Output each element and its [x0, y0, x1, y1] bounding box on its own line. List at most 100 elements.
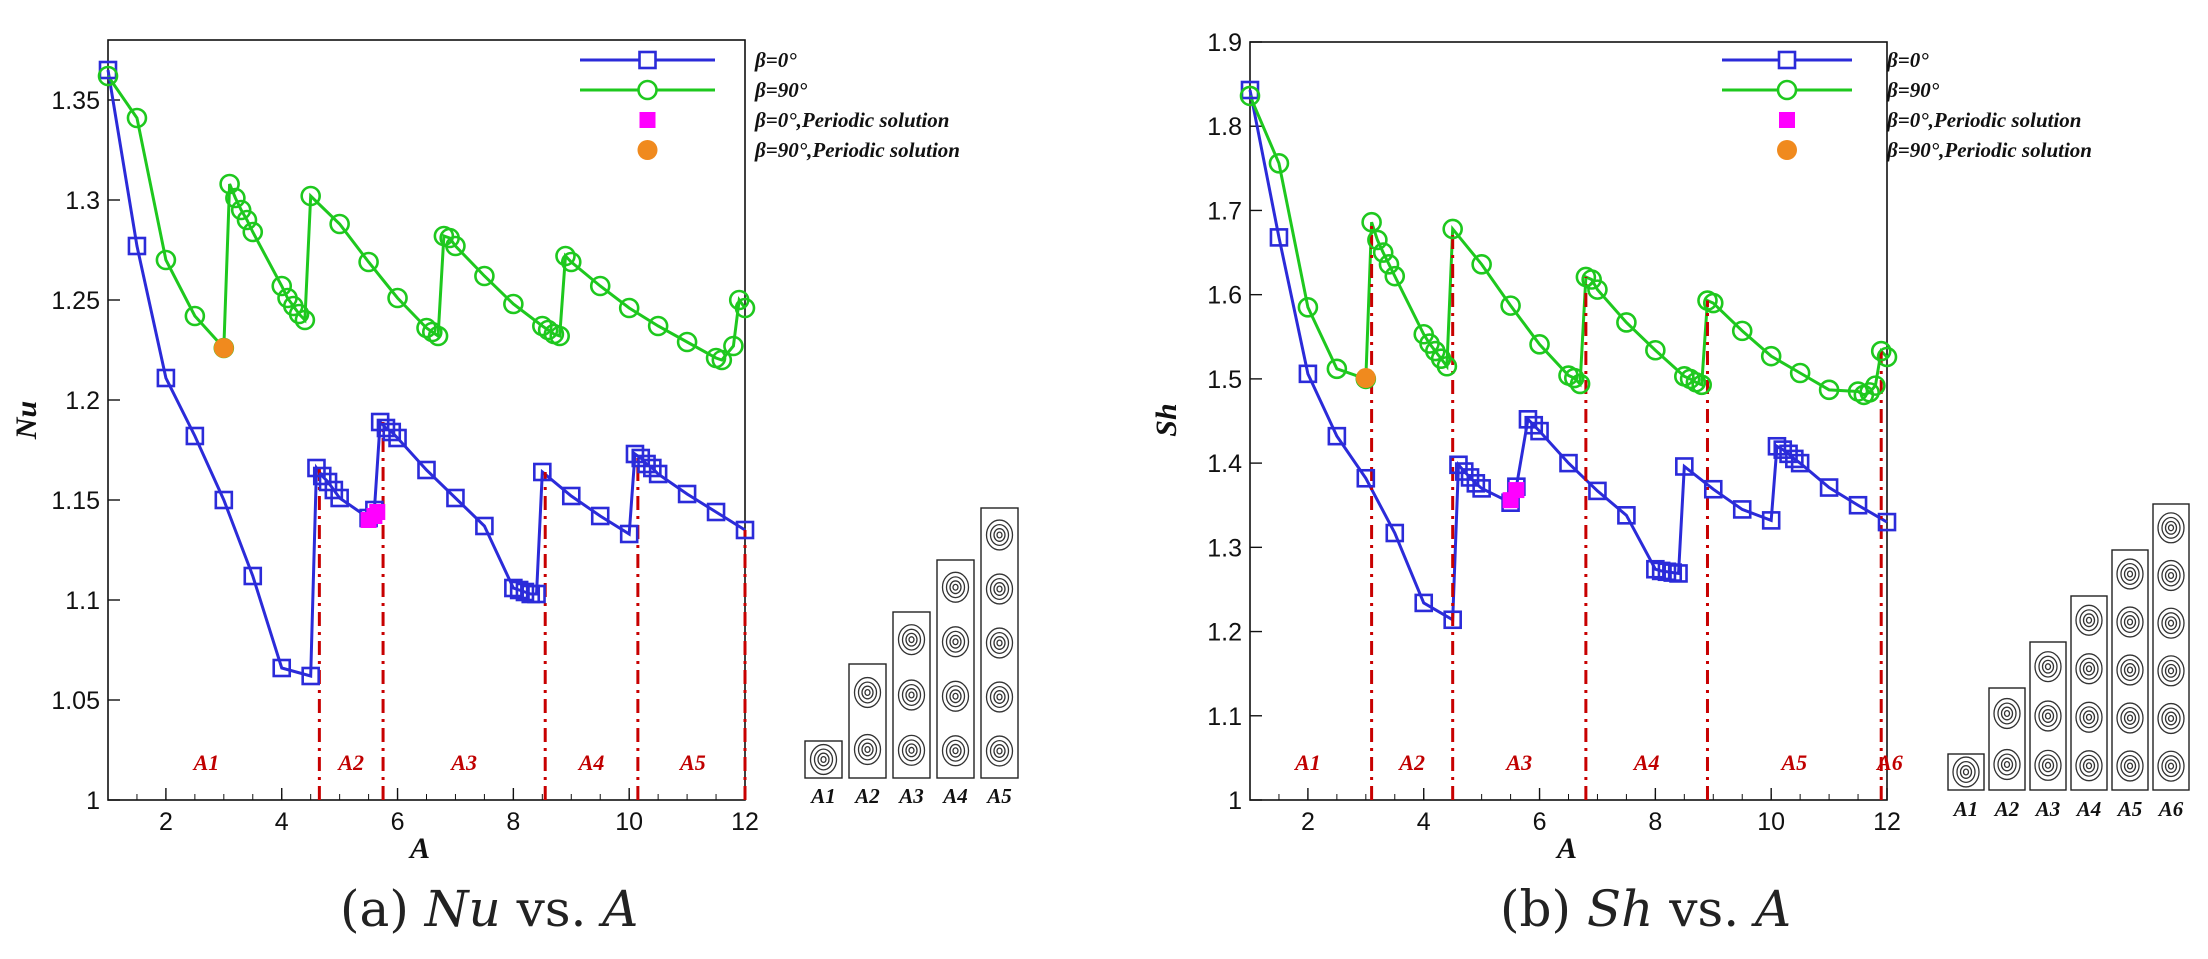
cell-box-a4 — [936, 559, 975, 779]
y-tick-label: 1.4 — [1207, 450, 1242, 478]
data-point-beta90 — [1500, 295, 1521, 316]
vortex-contour — [853, 733, 882, 766]
x-tick-label: 10 — [615, 808, 643, 836]
data-point-beta0 — [312, 466, 332, 486]
cell-label-a4: A4 — [941, 784, 968, 808]
data-point-beta0 — [1298, 364, 1318, 384]
vortex-contour — [2164, 568, 2178, 583]
data-point-beta90 — [126, 107, 148, 129]
data-point-beta90 — [1865, 375, 1886, 396]
vortex-contour — [993, 636, 1006, 650]
caption-a-var2: A — [602, 880, 639, 938]
data-point-beta0 — [643, 458, 662, 478]
vortex-contour — [2000, 706, 2014, 721]
data-point-beta90 — [1471, 254, 1492, 275]
cell-box-a5 — [2111, 549, 2149, 791]
vortex-contour — [949, 689, 962, 704]
vortex-contour — [989, 524, 1010, 547]
vortex-contour — [2161, 612, 2181, 635]
vortex-contour — [2000, 757, 2014, 772]
vortex-contour — [2038, 705, 2058, 728]
data-point-beta90 — [294, 309, 316, 331]
vortex-contour — [2116, 750, 2144, 782]
data-point-beta0 — [1819, 478, 1839, 497]
cell-box-a4 — [2070, 595, 2108, 791]
vortex-contour — [2044, 663, 2052, 671]
data-point-beta90 — [1870, 340, 1892, 362]
x-tick-label: 12 — [1873, 808, 1901, 836]
vortex-contour — [905, 743, 918, 758]
cell-label-a3: A3 — [2034, 797, 2061, 821]
data-point-beta90 — [236, 209, 258, 231]
vortex-contour — [989, 632, 1010, 655]
vortex-contour — [2161, 755, 2181, 778]
vortex-contour — [985, 573, 1014, 605]
vortex-contour — [989, 578, 1010, 601]
chart-nu-vs-a: 2 4 6 8 10 12 1 1.05 1.1 1.15 1.2 1.25 1.3 1.35 A Nu A1 A… — [10, 39, 1019, 865]
data-point-beta0 — [1460, 468, 1480, 487]
vortex-contour — [1959, 765, 1973, 779]
x-tick-label: 6 — [391, 808, 405, 836]
y-tick-label: 1.9 — [1207, 29, 1242, 57]
vortex-contour — [945, 576, 966, 599]
vortex-contour — [1993, 748, 2021, 781]
chart-sh-vs-a: 2 4 6 8 10 12 1 1.1 1.2 1.3 1.4 1.5 1.6 1.7 1.8 1.9 A Sh A… — [1150, 29, 2190, 865]
legend-label-0: β=0° — [1886, 48, 1929, 72]
vortex-contour — [2044, 761, 2052, 769]
vortex-contour — [993, 744, 1006, 758]
legend-label-3: β=90°,Periodic solution — [1886, 138, 2092, 162]
vortex-contour — [2126, 666, 2134, 674]
legend-label-0: β=0° — [754, 48, 797, 72]
vortex-contour — [2120, 563, 2140, 586]
vortex-contour — [985, 627, 1014, 659]
legend-marker-2 — [1779, 112, 1795, 128]
caption-b-mid: vs. — [1653, 880, 1755, 938]
y-tick-label: 1.25 — [51, 287, 100, 315]
data-point-beta90 — [537, 319, 559, 341]
vortex-contour — [2120, 659, 2140, 682]
vortex-contour — [2157, 702, 2185, 735]
region-label-a1: A1 — [1293, 750, 1321, 775]
vortex-contour — [985, 735, 1014, 767]
vortex-contour — [901, 739, 922, 762]
caption-a-var: Nu — [424, 880, 501, 938]
vortex-contour — [996, 585, 1003, 593]
caption-a-mid: vs. — [500, 880, 603, 938]
caption-b-var2: A — [1754, 880, 1792, 938]
vortex-contour — [897, 624, 926, 656]
data-point-beta0 — [637, 454, 656, 474]
vortex-contour — [952, 583, 959, 591]
data-point-beta0 — [1646, 559, 1665, 579]
data-point-beta90 — [676, 331, 698, 353]
data-point-beta0 — [1703, 479, 1723, 499]
data-point-beta90 — [184, 305, 206, 327]
vortex-contour — [2075, 701, 2103, 733]
data-point-beta0 — [1785, 449, 1804, 469]
data-point-beta0 — [214, 490, 234, 510]
vortex-contour — [2164, 616, 2178, 631]
vortex-contour — [2123, 711, 2137, 725]
caption-b-var: Sh — [1586, 880, 1654, 938]
vortex-contour — [809, 743, 838, 776]
data-point-beta0 — [388, 428, 407, 448]
y-axis-label: Sh — [1150, 403, 1183, 436]
data-point-beta0 — [475, 516, 494, 536]
data-point-beta90 — [1702, 292, 1724, 314]
vortex-contour — [1997, 702, 2017, 725]
vortex-contour — [941, 626, 970, 658]
y-tick-label: 1.35 — [51, 87, 100, 115]
data-point-beta90 — [1616, 312, 1637, 333]
vortex-contour — [996, 531, 1003, 539]
vortex-contour — [2116, 606, 2144, 638]
vortex-contour — [952, 692, 959, 700]
series-line-1 — [1248, 95, 1889, 397]
y-tick-label: 1 — [1228, 787, 1242, 815]
legend-label-1: β=90° — [754, 78, 808, 102]
vortex-contour — [2126, 618, 2134, 626]
cell-box-a1 — [1947, 753, 1985, 791]
data-point-beta0 — [1356, 468, 1376, 488]
data-point-beta90 — [1581, 269, 1602, 290]
data-point-beta0 — [370, 412, 390, 432]
vortex-contour — [2085, 665, 2093, 673]
data-point-beta0 — [272, 658, 292, 678]
